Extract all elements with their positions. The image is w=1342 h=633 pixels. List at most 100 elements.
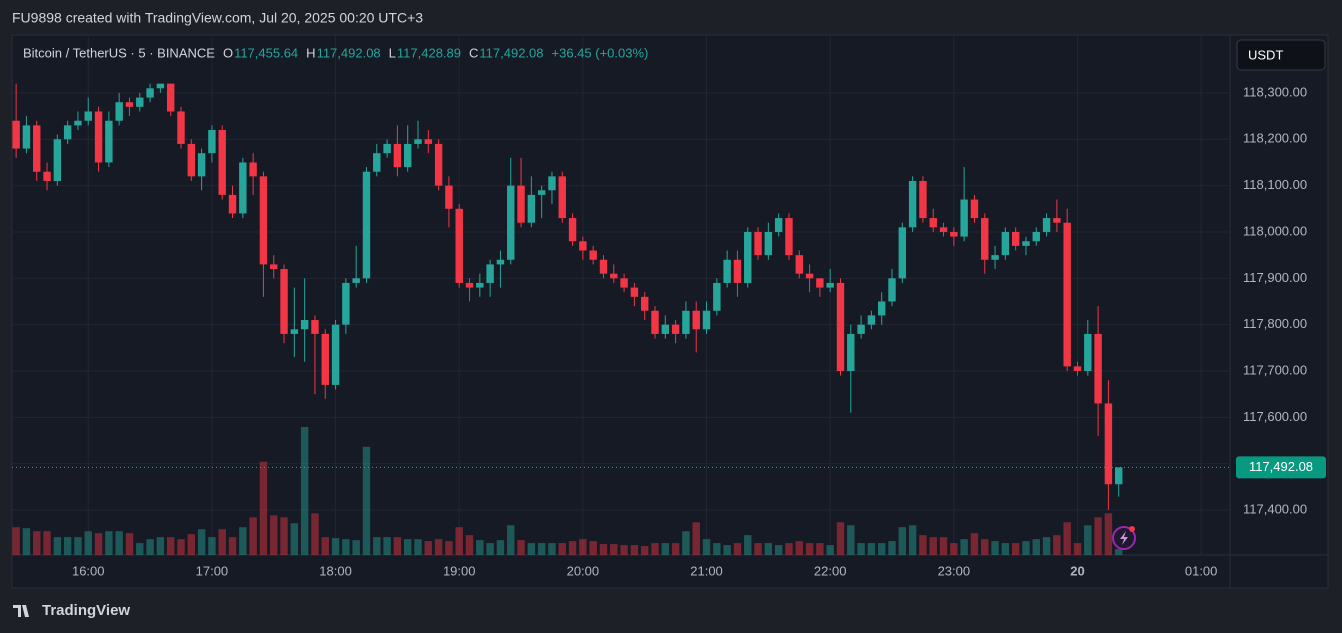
volume-bar [589, 541, 597, 555]
candle-body [125, 102, 134, 107]
volume-bar [146, 539, 154, 555]
candle-body [290, 329, 299, 334]
candle-body [352, 278, 360, 283]
candle-body [63, 125, 72, 140]
ohlc-value: 117,455.64 [234, 45, 298, 60]
candle-body [692, 310, 700, 330]
candle-body [1084, 333, 1092, 372]
x-tick-label: 20 [1070, 563, 1084, 578]
volume-bar [960, 539, 968, 555]
candle-body [651, 310, 659, 334]
volume-bar [1011, 543, 1020, 555]
candle-body [527, 194, 536, 223]
volume-bar [527, 543, 536, 555]
volume-bar [517, 540, 525, 555]
candle-body [43, 171, 51, 181]
volume-bar [136, 543, 144, 555]
volume-bar [507, 525, 515, 555]
volume-bar [383, 537, 391, 555]
candle-body [94, 111, 103, 163]
candle-body [280, 269, 288, 334]
candle-body [898, 227, 907, 279]
candle-body [1032, 231, 1040, 242]
ohlc-value: 117,428.89 [397, 45, 461, 60]
volume-bar [537, 543, 546, 555]
volume-bar [991, 541, 999, 555]
candle-body [115, 102, 123, 121]
volume-bar [836, 522, 845, 555]
volume-bar [713, 543, 721, 555]
volume-bar [950, 543, 958, 555]
candle-body [1094, 333, 1102, 404]
volume-bar [1001, 543, 1010, 555]
volume-bar [1104, 513, 1113, 555]
volume-bar [651, 543, 659, 555]
y-tick-label: 117,400.00 [1243, 501, 1307, 516]
currency[interactable]: USDT [1248, 47, 1283, 62]
volume-bar [857, 543, 865, 555]
candle-body [1073, 366, 1082, 372]
candle-body [197, 153, 206, 177]
volume-bar [290, 523, 299, 555]
volume-bar [43, 531, 51, 555]
candle-body [105, 120, 113, 163]
volume-bar [476, 540, 484, 555]
candle-body [218, 130, 226, 195]
volume-bar [599, 544, 608, 555]
candle-body [908, 180, 917, 228]
ohlc-value: 117,492.08 [317, 45, 381, 60]
candle-body [1063, 222, 1071, 367]
candle-body [682, 310, 690, 334]
volume-bar [12, 527, 20, 555]
volume-bar [671, 543, 680, 555]
volume-bar [94, 533, 103, 555]
symbol: Bitcoin / TetherUS · 5 · BINANCE [23, 45, 215, 60]
candle-body [733, 259, 742, 283]
candle-body [754, 231, 762, 256]
volume-bar [898, 527, 907, 555]
candle-body [239, 162, 247, 214]
y-tick-label: 118,100.00 [1243, 177, 1307, 192]
volume-bar [640, 546, 649, 555]
volume-bar [33, 531, 41, 555]
volume-bar [362, 446, 371, 555]
candle-body [805, 273, 814, 279]
candle-body [826, 282, 834, 288]
candle-body [496, 259, 505, 265]
x-tick-label: 21:00 [690, 563, 723, 578]
volume-bar [331, 538, 340, 555]
volume-bar [465, 535, 474, 555]
x-tick-label: 22:00 [814, 563, 847, 578]
candle-body [836, 282, 845, 372]
candle-body [22, 125, 31, 149]
candle-body [455, 208, 463, 283]
alert-icon[interactable] [1112, 526, 1136, 550]
candle-body [981, 218, 989, 260]
candle-body [960, 199, 968, 237]
candle-body [640, 296, 649, 311]
candle-body [702, 310, 711, 330]
volume-bar [1022, 541, 1030, 555]
volume-bar [692, 522, 700, 555]
candle-body [208, 130, 216, 154]
volume-bar [919, 535, 927, 555]
candle-body [74, 120, 82, 126]
volume-bar [733, 543, 742, 555]
candle-body [785, 218, 793, 256]
x-tick-label: 17:00 [196, 563, 229, 578]
volume-bar [156, 537, 165, 555]
candle-body [795, 255, 803, 274]
ohlc-key: L [389, 45, 396, 60]
x-tick-label: 18:00 [319, 563, 352, 578]
price-change: +36.45 (+0.03%) [552, 45, 649, 60]
volume-bar [1084, 525, 1092, 555]
candle-body [1042, 218, 1051, 232]
currency-button[interactable] [1236, 39, 1326, 71]
candle-body [599, 259, 608, 274]
volume-bar [620, 545, 628, 555]
volume-bar [125, 533, 134, 555]
ohlc-key: O [223, 45, 233, 60]
volume-bar [1042, 537, 1051, 555]
volume-bar [393, 537, 402, 555]
